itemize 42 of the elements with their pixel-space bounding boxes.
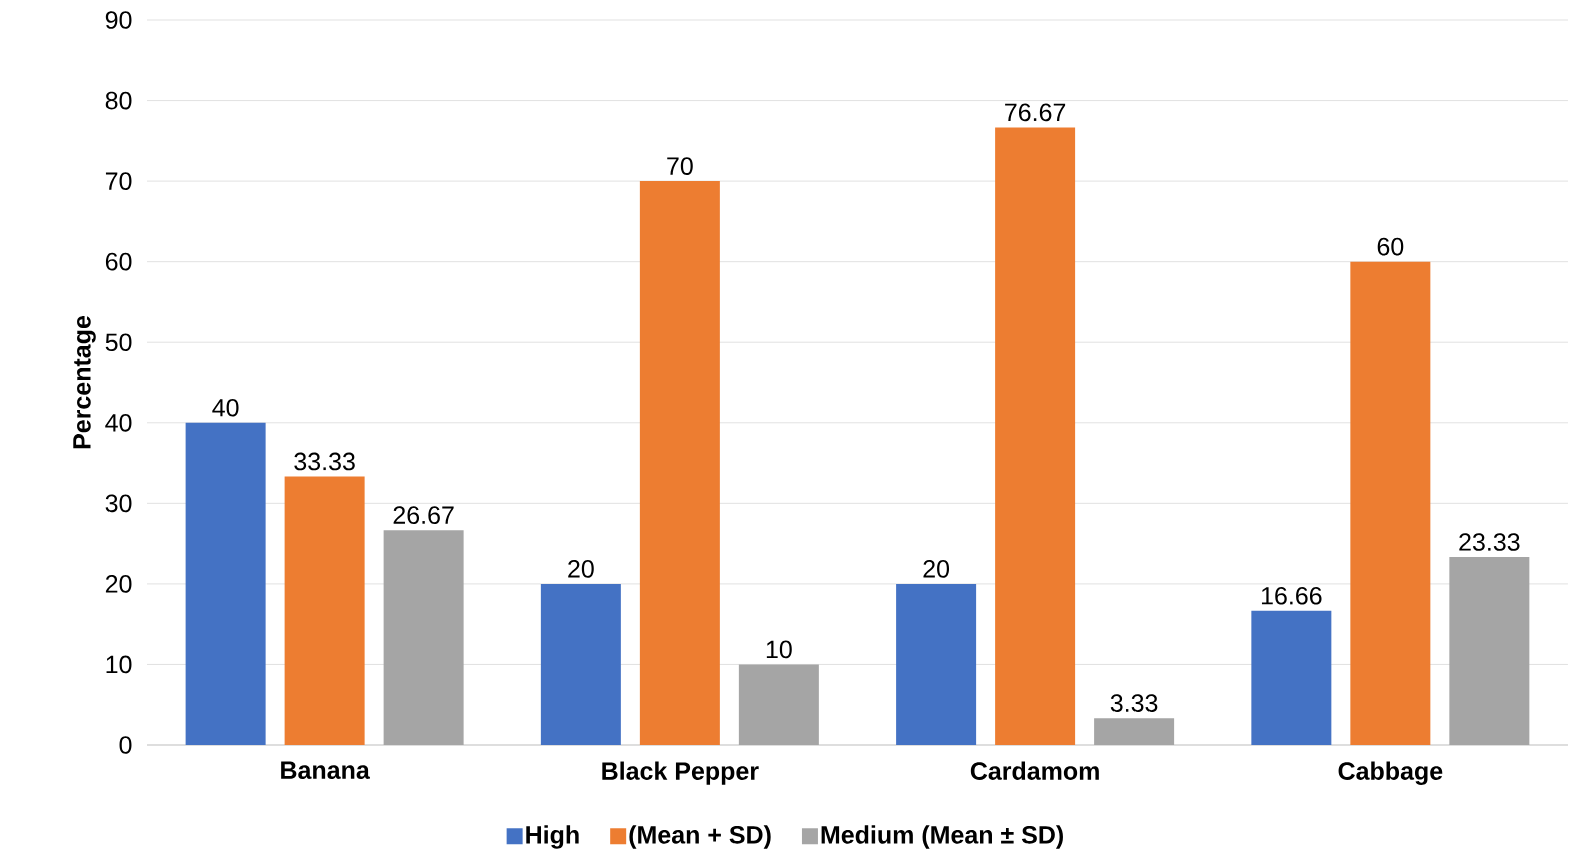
x-tick-label: Black Pepper bbox=[602, 761, 759, 785]
bar bbox=[1251, 610, 1332, 745]
legend-label: (Mean + SD) bbox=[629, 825, 771, 849]
bar bbox=[540, 583, 621, 745]
y-tick-label: 10 bbox=[106, 655, 132, 674]
y-tick-label: 60 bbox=[105, 252, 132, 271]
data-label: 76.67 bbox=[1005, 103, 1066, 122]
bar bbox=[738, 664, 819, 745]
y-tick-label: 20 bbox=[105, 574, 132, 593]
bar bbox=[284, 476, 365, 745]
y-tick-label: 30 bbox=[105, 494, 132, 513]
bar bbox=[1449, 556, 1530, 745]
bar bbox=[995, 127, 1076, 745]
bar bbox=[639, 181, 720, 745]
y-tick-label: 50 bbox=[105, 333, 132, 351]
y-tick-label: 80 bbox=[105, 91, 132, 110]
data-label: 26.67 bbox=[393, 506, 454, 524]
y-tick-label: 40 bbox=[105, 413, 132, 432]
bar bbox=[1350, 261, 1431, 745]
x-tick-label: Cardamom bbox=[970, 761, 1099, 780]
data-label: 20 bbox=[568, 559, 594, 578]
bar bbox=[383, 530, 464, 745]
bar bbox=[1094, 718, 1175, 745]
y-tick-label: 70 bbox=[105, 172, 132, 190]
legend-label: Medium (Mean ± SD) bbox=[821, 825, 1063, 849]
bar bbox=[185, 422, 266, 745]
x-tick-label: Cabbage bbox=[1338, 761, 1443, 785]
y-tick-label: 90 bbox=[105, 11, 132, 29]
y-axis-title: Percentage bbox=[73, 315, 96, 449]
data-label: 16.66 bbox=[1261, 586, 1322, 605]
bar bbox=[896, 583, 977, 745]
y-tick-label: 0 bbox=[119, 736, 132, 754]
data-label: 40 bbox=[212, 398, 239, 417]
data-label: 60 bbox=[1377, 237, 1404, 256]
data-label: 3.33 bbox=[1110, 694, 1158, 712]
x-tick-label: Banana bbox=[281, 761, 370, 779]
data-label: 20 bbox=[923, 559, 950, 578]
data-label: 33.33 bbox=[294, 452, 355, 471]
data-label: 10 bbox=[766, 640, 792, 659]
legend-label: High bbox=[526, 825, 579, 849]
data-label: 70 bbox=[667, 157, 693, 175]
data-label: 23.33 bbox=[1459, 533, 1520, 551]
